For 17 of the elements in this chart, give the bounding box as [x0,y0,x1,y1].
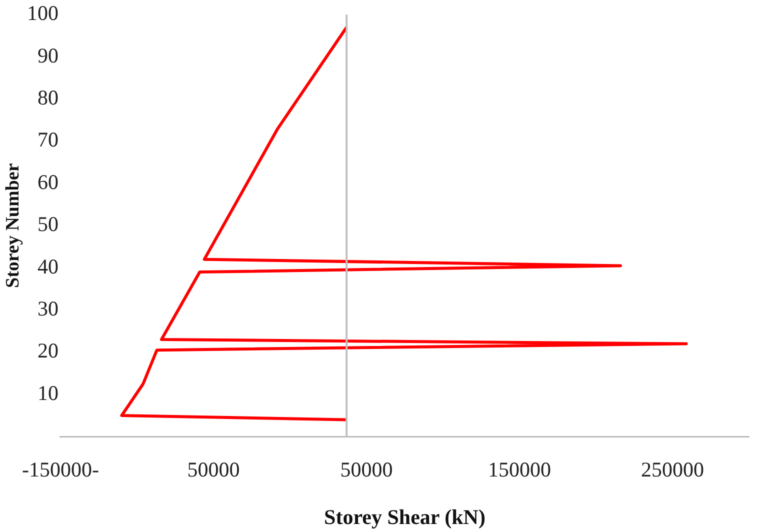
x-axis-title: Storey Shear (kN) [324,504,486,529]
y-tick-label: 60 [37,170,58,194]
y-tick-label: 50 [37,212,58,236]
y-tick-label: 80 [37,86,58,110]
y-tick-label: 90 [37,43,58,68]
x-tick-label: 50000 [187,458,240,482]
y-tick-label: 30 [37,296,58,321]
x-tick-label: 50000 [340,458,393,482]
y-tick-label: 100 [26,1,58,26]
x-tick-label: 250000 [641,458,704,482]
x-tick-label: -150000- [22,458,99,482]
x-tick-label: 150000 [488,458,551,482]
y-tick-label: 10 [37,380,58,405]
y-axis-title: Storey Number [2,162,24,288]
y-tick-label: 20 [37,338,58,363]
y-tick-label: 70 [37,128,58,152]
y-tick-label: 40 [37,254,58,278]
